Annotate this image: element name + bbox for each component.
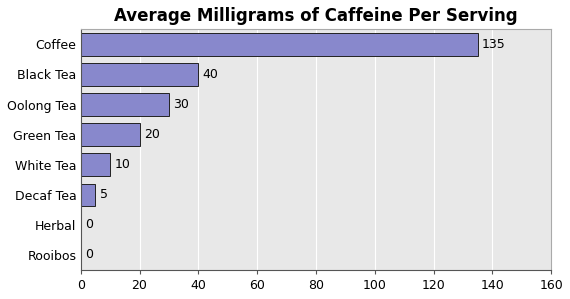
Text: 135: 135 <box>482 38 506 51</box>
Text: 0: 0 <box>85 218 93 231</box>
Text: 10: 10 <box>115 158 131 171</box>
Bar <box>81 184 95 206</box>
Bar <box>81 93 169 116</box>
Bar <box>81 63 198 86</box>
Text: 20: 20 <box>144 128 160 141</box>
Title: Average Milligrams of Caffeine Per Serving: Average Milligrams of Caffeine Per Servi… <box>114 7 518 25</box>
Bar <box>81 123 140 146</box>
Bar <box>81 153 110 176</box>
Text: 30: 30 <box>173 98 189 111</box>
Text: 40: 40 <box>203 68 219 81</box>
Bar <box>81 33 478 56</box>
Text: 5: 5 <box>100 188 108 201</box>
Text: 0: 0 <box>85 248 93 262</box>
